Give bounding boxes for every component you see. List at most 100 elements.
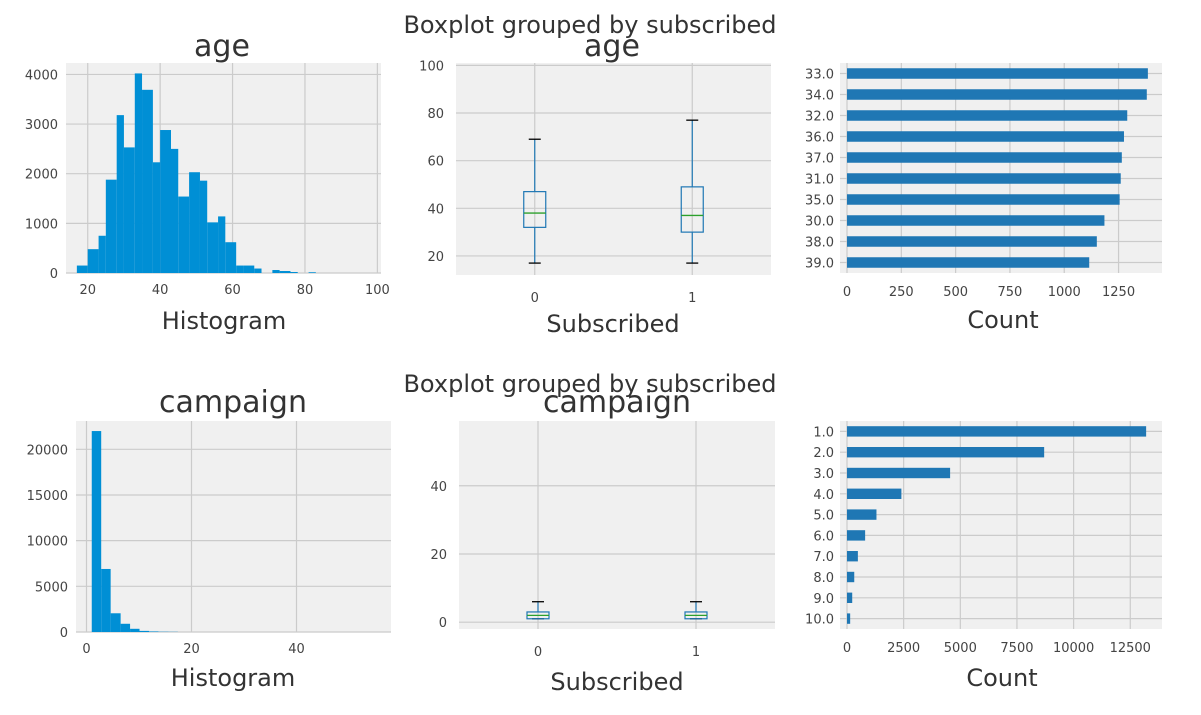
- age-counts-bar: [847, 131, 1124, 142]
- age-counts-ytick-label: 36.0: [805, 131, 834, 146]
- campaign-histogram-bar: [110, 613, 121, 632]
- age-counts-xtick-label: 1000: [1048, 285, 1081, 300]
- age-counts-xlabel: Count: [967, 306, 1038, 334]
- age-boxplot-xtick-label: 1: [688, 291, 696, 306]
- campaign-counts-xtick-label: 12500: [1110, 641, 1151, 656]
- age-histogram-bar: [171, 148, 179, 273]
- age-counts-bar: [847, 110, 1128, 121]
- age-counts-ytick-label: 34.0: [805, 89, 834, 104]
- campaign-histogram-xtick-label: 20: [183, 642, 200, 657]
- campaign-histogram-ytick-label: 15000: [27, 489, 68, 504]
- age-histogram-xtick-label: 80: [297, 283, 314, 298]
- age-counts-bar: [847, 236, 1097, 247]
- age-counts-ytick-label: 33.0: [805, 68, 834, 83]
- campaign-counts-bar: [847, 530, 866, 541]
- age-histogram-bar: [279, 271, 291, 273]
- age-histogram-ytick-label: 2000: [25, 168, 58, 183]
- age-counts-bar: [847, 257, 1090, 268]
- campaign-histogram-bar: [148, 631, 159, 632]
- age-histogram-ytick-label: 0: [50, 267, 58, 282]
- age-histogram-bar: [98, 235, 106, 273]
- age-histogram-bar: [116, 115, 124, 274]
- campaign-histogram-plot-area: [76, 421, 391, 632]
- age-boxplot-panel: 0 1 20 40 60 80 100 age Subscribed: [419, 29, 771, 338]
- age-boxplot-xtick-label: 0: [531, 291, 539, 306]
- campaign-boxplot-title: campaign: [543, 385, 691, 420]
- age-histogram-bar: [308, 272, 316, 273]
- campaign-counts-ytick-label: 10.0: [805, 613, 834, 628]
- age-counts-bar: [847, 194, 1120, 205]
- campaign-counts-xtick-label: 5000: [944, 641, 977, 656]
- campaign-histogram-ytick-label: 10000: [27, 535, 68, 550]
- age-histogram-bar: [87, 249, 99, 273]
- campaign-counts-xlabel: Count: [966, 664, 1037, 692]
- age-histogram-xlabel: Histogram: [162, 307, 287, 335]
- age-histogram-ytick-label: 4000: [25, 68, 58, 83]
- age-histogram-bar: [290, 272, 298, 273]
- campaign-boxplot-ytick-label: 20: [430, 548, 447, 563]
- campaign-histogram-ytick-label: 20000: [27, 443, 68, 458]
- campaign-counts-bar: [847, 488, 902, 499]
- campaign-counts-ytick-label: 1.0: [813, 425, 834, 440]
- age-histogram-bar: [178, 196, 190, 273]
- campaign-histogram-title: campaign: [159, 385, 307, 420]
- campaign-boxplot-xlabel: Subscribed: [550, 668, 683, 696]
- age-counts-bar: [847, 173, 1121, 184]
- age-boxplot-ytick-label: 60: [427, 155, 444, 170]
- age-histogram-xtick-label: 100: [365, 283, 390, 298]
- campaign-boxplot-xtick-label: 1: [692, 645, 700, 660]
- campaign-histogram-bar: [139, 630, 149, 632]
- campaign-boxplot-ytick-label: 40: [430, 480, 447, 495]
- age-counts-xtick-label: 250: [889, 285, 914, 300]
- campaign-counts-panel: 1.0 2.0 3.0 4.0 5.0 6.0 7.0 8.0 9.0 10.0 0 2500 5000…: [805, 421, 1162, 692]
- age-histogram-bar: [225, 242, 237, 273]
- age-boxplot-title: age: [584, 29, 640, 64]
- campaign-counts-ytick-label: 8.0: [813, 571, 834, 586]
- age-boxplot-xlabel: Subscribed: [546, 310, 679, 338]
- age-counts-ytick-label: 31.0: [805, 173, 834, 188]
- campaign-counts-ytick-label: 5.0: [813, 509, 834, 524]
- age-histogram-bar: [152, 162, 161, 273]
- campaign-histogram-bar: [120, 623, 131, 632]
- age-counts-bar: [847, 89, 1147, 100]
- age-histogram-bar: [142, 89, 153, 274]
- age-histogram-bar: [207, 222, 219, 273]
- age-histogram-bar: [105, 179, 117, 273]
- campaign-counts-xtick-label: 0: [843, 641, 851, 656]
- age-histogram-xtick-label: 20: [79, 283, 96, 298]
- campaign-boxplot-plot-area: [459, 421, 775, 629]
- age-counts-bar: [847, 152, 1122, 163]
- age-histogram-ytick-label: 1000: [25, 217, 58, 232]
- campaign-counts-ytick-label: 7.0: [813, 550, 834, 565]
- age-histogram-bar: [243, 265, 255, 273]
- campaign-histogram-bar: [101, 568, 111, 632]
- age-counts-bar: [847, 68, 1148, 79]
- age-counts-ytick-label: 30.0: [805, 215, 834, 230]
- campaign-boxplot-ytick-label: 0: [439, 616, 447, 631]
- age-histogram-bar: [272, 270, 280, 273]
- age-histogram-bar: [189, 172, 200, 273]
- age-histogram-ytick-label: 3000: [25, 118, 58, 133]
- age-histogram-bar: [76, 265, 88, 273]
- campaign-counts-bar: [847, 467, 951, 479]
- campaign-histogram-xtick-label: 40: [288, 642, 305, 657]
- campaign-counts-xtick-label: 2500: [887, 641, 920, 656]
- age-counts-ytick-label: 39.0: [805, 257, 834, 272]
- campaign-counts-ytick-label: 2.0: [813, 446, 834, 461]
- age-counts-xtick-label: 0: [843, 285, 851, 300]
- campaign-histogram-xlabel: Histogram: [171, 664, 296, 692]
- age-boxplot-box: [523, 191, 547, 228]
- age-histogram-bar: [134, 73, 143, 273]
- campaign-counts-ytick-label: 9.0: [813, 592, 834, 607]
- age-counts-xtick-label: 1250: [1102, 285, 1135, 300]
- campaign-histogram-xtick-label: 0: [82, 642, 90, 657]
- age-boxplot-ytick-label: 40: [427, 202, 444, 217]
- age-counts-panel: 33.0 34.0 32.0 36.0 37.0 31.0 35.0 30.0 38.0 39.0…: [805, 63, 1162, 334]
- age-boxplot-ytick-label: 80: [427, 107, 444, 122]
- age-histogram-bar: [254, 268, 262, 273]
- suptitle-top: Boxplot grouped by subscribed: [403, 11, 776, 39]
- campaign-boxplot-xtick-label: 0: [534, 645, 542, 660]
- age-boxplot-ytick-label: 100: [419, 59, 444, 74]
